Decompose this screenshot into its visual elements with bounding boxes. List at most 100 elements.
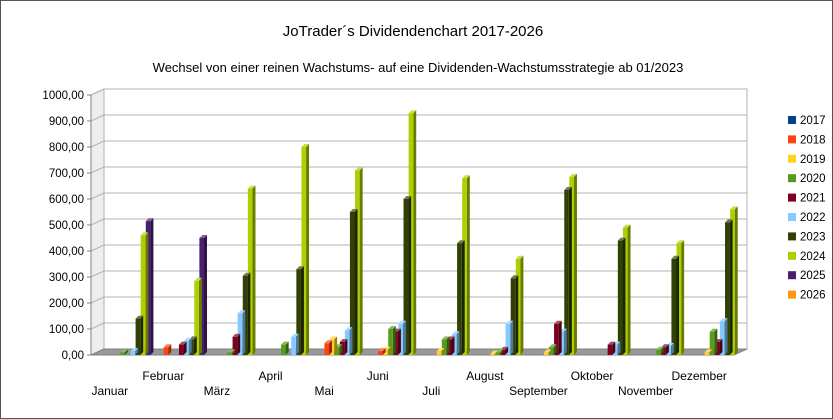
bar-front xyxy=(510,278,516,355)
bar-top xyxy=(676,240,685,244)
bar-side xyxy=(563,328,567,355)
bar-side xyxy=(499,349,503,355)
x-axis-label: Januar xyxy=(91,384,128,398)
bar-top xyxy=(247,185,256,189)
bar-top xyxy=(548,344,557,348)
y-tick-label: 100,00 xyxy=(49,324,84,336)
bar-top xyxy=(543,349,552,353)
bar-side xyxy=(520,255,524,355)
bar-front xyxy=(349,212,355,355)
bar-front xyxy=(194,280,199,355)
gridline-side xyxy=(90,140,105,148)
bar-side xyxy=(334,336,338,355)
y-axis-ticks: 0,00 100,00 200,00 300,00 400,00 500,00 600,00… xyxy=(42,90,84,362)
bar-front xyxy=(564,189,569,355)
bar-side xyxy=(676,255,680,355)
bar-top xyxy=(403,196,412,199)
bar-side xyxy=(354,209,358,355)
legend-swatch xyxy=(788,135,796,144)
bar-front xyxy=(291,336,296,355)
x-axis-label: Juni xyxy=(367,369,389,383)
bar-front xyxy=(490,353,495,355)
bar-front xyxy=(324,343,330,355)
x-axis-label: Oktober xyxy=(571,369,614,383)
bar-side xyxy=(568,186,572,355)
bar xyxy=(281,341,289,355)
bar xyxy=(457,240,465,355)
bar-top xyxy=(661,344,669,348)
legend-swatch xyxy=(788,271,796,280)
y-tick-label: 700,00 xyxy=(49,168,84,180)
bar-top xyxy=(719,318,728,322)
bar-top xyxy=(301,144,310,147)
bar xyxy=(135,315,144,355)
bar xyxy=(543,349,552,355)
legend-swatch xyxy=(788,154,796,163)
bar xyxy=(247,185,256,355)
bar-side xyxy=(285,341,289,355)
bar-front xyxy=(671,258,677,355)
bar xyxy=(505,320,514,355)
bar-top xyxy=(281,341,289,345)
bar-side xyxy=(150,218,154,355)
bar-top xyxy=(339,339,348,342)
bar-side xyxy=(451,336,455,355)
bar-side xyxy=(252,185,256,355)
bar-front xyxy=(301,147,307,355)
bar-side xyxy=(140,315,144,355)
bar xyxy=(194,277,202,355)
legend-swatch xyxy=(788,193,796,202)
bar-side xyxy=(515,275,519,355)
bar-top xyxy=(140,232,149,236)
gridline-side xyxy=(90,322,105,330)
bar-side xyxy=(387,346,391,355)
bar-side xyxy=(203,235,207,355)
bar-side xyxy=(198,277,202,355)
gridline-side xyxy=(90,218,105,226)
y-tick-label: 200,00 xyxy=(49,298,84,310)
bar-side xyxy=(627,224,631,355)
bar-front xyxy=(378,351,383,355)
bar-side xyxy=(548,349,552,355)
bar xyxy=(704,349,713,355)
bar-front xyxy=(617,240,623,355)
legend-label: 2019 xyxy=(800,154,826,166)
bar-side xyxy=(247,272,251,355)
bar xyxy=(500,346,509,355)
legend-label: 2026 xyxy=(800,290,826,302)
x-axis-label: Juli xyxy=(422,384,440,398)
bar-front xyxy=(505,323,511,355)
y-tick-label: 400,00 xyxy=(49,246,84,258)
x-axis-label: April xyxy=(259,369,283,383)
bar-layer xyxy=(120,110,738,355)
chart-subtitle: Wechsel von einer reinen Wachstums- auf … xyxy=(153,60,684,75)
bar-side xyxy=(295,333,299,355)
bar-side xyxy=(505,346,509,355)
bar-front xyxy=(403,199,409,355)
bar xyxy=(656,346,664,355)
legend-label: 2025 xyxy=(800,270,826,282)
y-tick-label: 500,00 xyxy=(49,220,84,232)
bar-side xyxy=(242,310,246,355)
bar-side xyxy=(408,196,412,355)
bar-top xyxy=(324,340,333,344)
bar xyxy=(178,341,187,355)
bar-side xyxy=(237,333,241,355)
bar xyxy=(324,340,333,355)
y-tick-label: 900,00 xyxy=(49,116,84,128)
legend-swatch xyxy=(788,290,796,299)
bar-side xyxy=(724,318,728,355)
bar-front xyxy=(704,352,710,355)
bar-top xyxy=(462,175,470,179)
bar-front xyxy=(227,352,233,355)
bar-top xyxy=(388,326,396,329)
bar-side xyxy=(403,320,407,355)
bar-side xyxy=(349,327,353,355)
bar-top xyxy=(725,219,733,223)
bar-side xyxy=(397,328,401,355)
legend-label: 2020 xyxy=(800,173,826,185)
bar-side xyxy=(306,144,310,355)
y-tick-label: 1000,00 xyxy=(42,90,84,102)
bar-side xyxy=(193,336,197,355)
